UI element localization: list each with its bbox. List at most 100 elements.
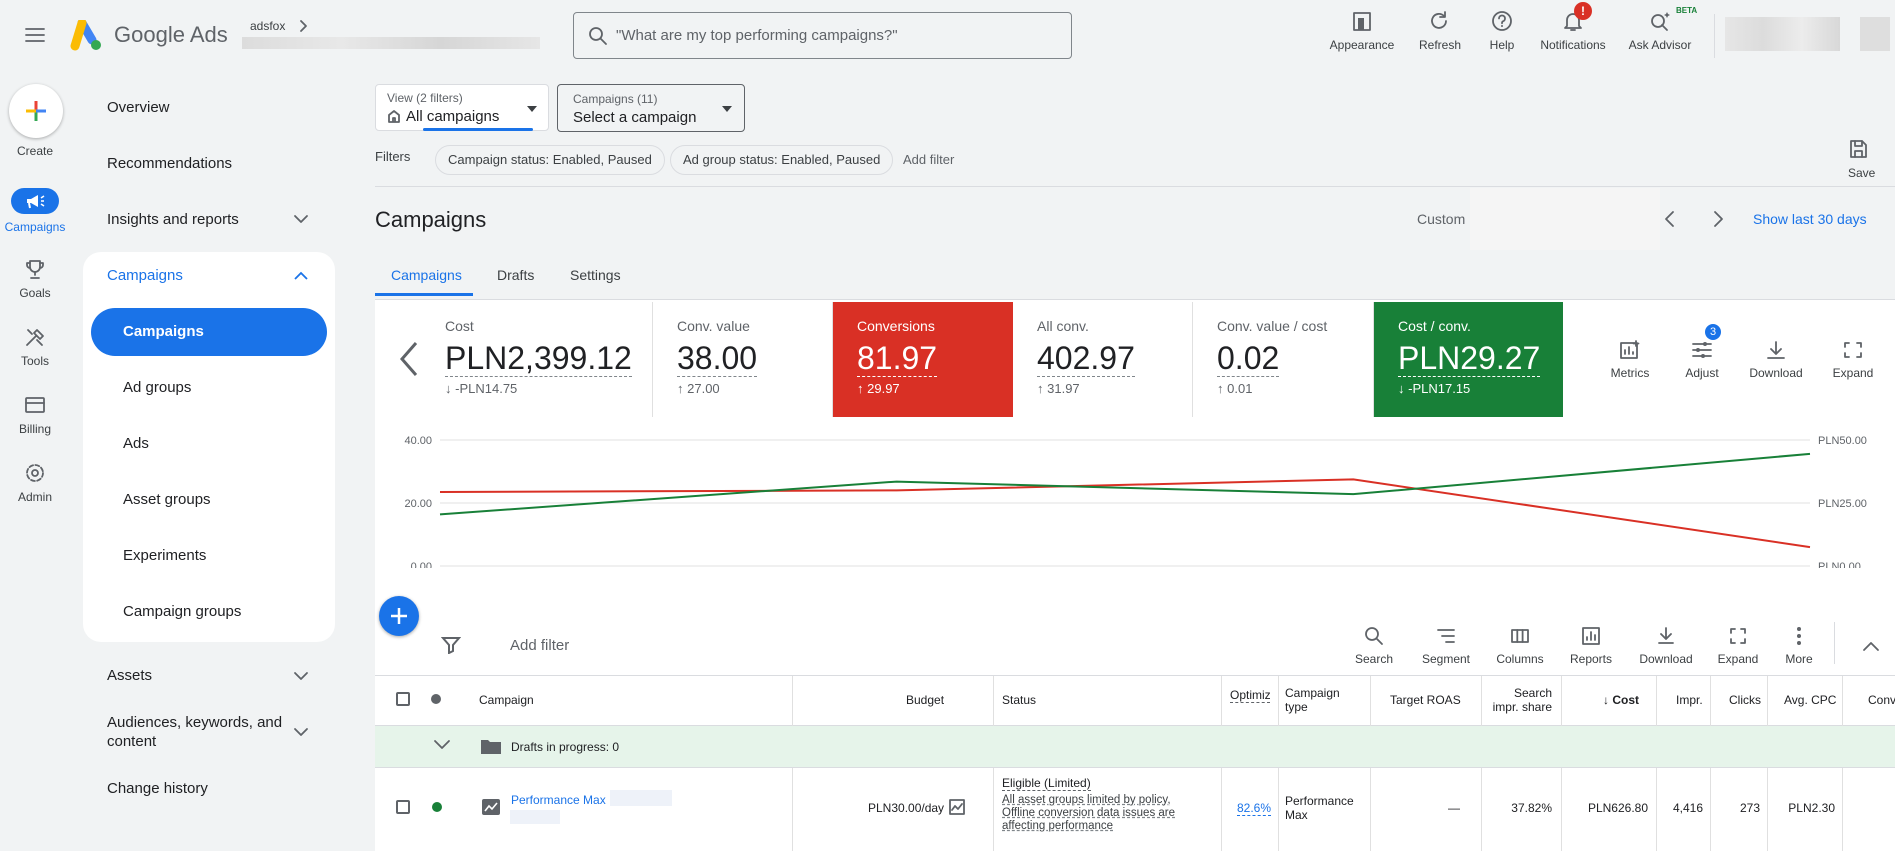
col-header-impr[interactable]: Impr. (1676, 693, 1703, 707)
rail-item-goals[interactable]: Goals (0, 258, 70, 300)
date-range-redacted[interactable] (1470, 188, 1660, 250)
chevron-down-icon[interactable] (293, 726, 309, 738)
megaphone-icon (11, 188, 59, 214)
nav-change-history[interactable]: Change history (107, 780, 208, 797)
avatar[interactable] (1860, 17, 1890, 51)
optimization-score-link[interactable]: 82.6% (1237, 801, 1272, 816)
filter-chip-campaign-status[interactable]: Campaign status: Enabled, Paused (435, 145, 665, 175)
add-campaign-button[interactable] (379, 596, 419, 636)
help-button[interactable]: Help (1480, 10, 1524, 52)
filter-icon[interactable] (441, 636, 461, 654)
table-download-button[interactable]: Download (1634, 626, 1698, 666)
metrics-button[interactable]: Metrics (1605, 340, 1655, 380)
drafts-row (375, 726, 1895, 767)
nav-recommendations[interactable]: Recommendations (107, 155, 233, 172)
table-more-button[interactable]: More (1777, 626, 1821, 666)
collapse-chevron-icon[interactable] (1862, 640, 1880, 652)
show-last-30-days-link[interactable]: Show last 30 days (1753, 211, 1867, 227)
campaign-selector-value: Select a campaign (573, 109, 697, 126)
chevron-up-icon[interactable] (293, 270, 309, 282)
ask-advisor-button[interactable]: BETA Ask Advisor (1622, 6, 1698, 52)
table-search-button[interactable]: Search (1354, 626, 1394, 666)
nav-sub-campaigns[interactable]: Campaigns (123, 323, 204, 340)
col-header-budget[interactable]: Budget (906, 693, 945, 707)
metric-card-cost[interactable]: Cost PLN2,399.12 ↓ -PLN14.75 (423, 302, 653, 417)
notifications-button[interactable]: ! Notifications (1533, 2, 1613, 52)
table-reports-button[interactable]: Reports (1563, 626, 1619, 666)
metric-card-conv-value-cost[interactable]: Conv. value / cost 0.02 ↑ 0.01 (1193, 302, 1374, 417)
nav-sub-ads[interactable]: Ads (123, 435, 149, 452)
nav-sub-ad-groups[interactable]: Ad groups (123, 379, 192, 396)
chevron-down-icon[interactable] (433, 739, 451, 751)
view-value: All campaigns (406, 108, 500, 125)
view-selector[interactable]: View (2 filters) All campaigns (375, 84, 549, 131)
metric-card-cost-per-conv[interactable]: Cost / conv. PLN29.27 ↓ -PLN17.15 (1374, 302, 1563, 417)
appearance-button[interactable]: Appearance (1327, 10, 1397, 52)
col-header-avg-cpc[interactable]: Avg. CPC (1784, 693, 1837, 707)
col-header-conv[interactable]: Conv (1868, 693, 1895, 707)
menu-icon[interactable] (24, 26, 46, 44)
table-expand-button[interactable]: Expand (1713, 626, 1763, 666)
table-columns-button[interactable]: Columns (1490, 626, 1550, 666)
search-input[interactable]: "What are my top performing campaigns?" (616, 27, 898, 44)
refresh-button[interactable]: Refresh (1415, 10, 1465, 52)
status-dot-header[interactable] (431, 694, 441, 704)
scorecards-prev-icon[interactable] (398, 340, 420, 378)
chevron-down-icon[interactable] (293, 670, 309, 682)
nav-audiences[interactable]: Audiences, keywords, and content (107, 714, 283, 750)
rail-item-billing[interactable]: Billing (0, 394, 70, 436)
metric-card-conversions[interactable]: Conversions 81.97 ↑ 29.97 (833, 302, 1013, 417)
nav-overview[interactable]: Overview (107, 99, 170, 116)
rail-item-campaigns[interactable]: Campaigns (0, 188, 70, 234)
account-info-redacted[interactable] (1725, 17, 1840, 51)
chevron-right-icon[interactable] (1711, 209, 1725, 229)
chart-series-line-1 (439, 452, 1811, 516)
expand-button[interactable]: Expand (1828, 340, 1878, 380)
status-detail[interactable]: All asset groups limited by policy, Offl… (1002, 794, 1176, 832)
nav-sub-experiments[interactable]: Experiments (123, 547, 207, 564)
nav-campaigns[interactable]: Campaigns (107, 267, 183, 284)
add-filter-link[interactable]: Add filter (903, 152, 955, 167)
col-header-optimization[interactable]: Optimiz (1230, 688, 1270, 703)
nav-sub-campaign-groups[interactable]: Campaign groups (123, 603, 242, 620)
col-header-campaign[interactable]: Campaign (479, 693, 534, 707)
metric-card-all-conv[interactable]: All conv. 402.97 ↑ 31.97 (1013, 302, 1193, 417)
create-button[interactable] (9, 84, 63, 138)
save-label[interactable]: Save (1848, 166, 1876, 180)
rail-item-tools[interactable]: Tools (0, 326, 70, 368)
tab-campaigns[interactable]: Campaigns (391, 267, 462, 283)
chevron-left-icon[interactable] (1663, 209, 1677, 229)
nav-sub-asset-groups[interactable]: Asset groups (123, 491, 211, 508)
rail-item-admin[interactable]: Admin (0, 462, 70, 504)
nav-insights[interactable]: Insights and reports (107, 211, 239, 228)
filter-chip-ad-group-status[interactable]: Ad group status: Enabled, Paused (670, 145, 894, 175)
select-all-checkbox[interactable] (396, 692, 410, 706)
tab-settings[interactable]: Settings (570, 267, 621, 283)
row-checkbox[interactable] (396, 800, 410, 814)
cost-value: PLN626.80 (1587, 801, 1648, 815)
col-header-status[interactable]: Status (1002, 693, 1037, 707)
col-header-clicks[interactable]: Clicks (1729, 693, 1761, 707)
tab-drafts[interactable]: Drafts (497, 267, 535, 283)
table-add-filter[interactable]: Add filter (510, 637, 570, 654)
metric-card-conv-value[interactable]: Conv. value 38.00 ↑ 27.00 (653, 302, 833, 417)
status-title[interactable]: Eligible (Limited) (1002, 776, 1091, 791)
account-label[interactable]: adsfox (250, 19, 286, 33)
col-header-cost[interactable]: ↓ Cost (1603, 693, 1640, 707)
nav-assets[interactable]: Assets (107, 667, 153, 684)
col-header-campaign-type[interactable]: Campaign type (1285, 686, 1340, 714)
campaign-name-link[interactable]: Performance Max (511, 793, 606, 807)
status-dot-enabled[interactable] (432, 802, 442, 812)
budget-chart-icon[interactable] (949, 799, 965, 815)
campaign-selector[interactable]: Campaigns (11) Select a campaign (557, 84, 745, 132)
download-button[interactable]: Download (1746, 340, 1806, 380)
search-box[interactable]: "What are my top performing campaigns?" (573, 12, 1072, 59)
table-segment-button[interactable]: Segment (1418, 626, 1474, 666)
col-header-target-roas[interactable]: Target ROAS (1390, 693, 1461, 707)
metric-delta-value: -PLN14.75 (455, 381, 518, 396)
save-icon[interactable] (1847, 138, 1871, 160)
col-header-search-share[interactable]: Search impr. share (1492, 686, 1552, 714)
clicks-value: 273 (1739, 801, 1760, 815)
chevron-down-icon[interactable] (293, 213, 309, 225)
adjust-button[interactable]: 3 Adjust (1677, 324, 1727, 380)
